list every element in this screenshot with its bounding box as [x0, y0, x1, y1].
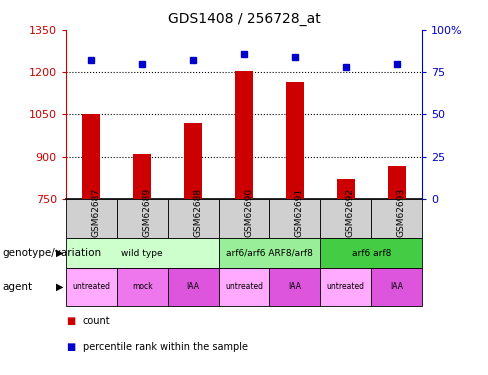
Bar	[184, 123, 202, 199]
Bar	[337, 179, 355, 199]
Text: mock: mock	[132, 282, 153, 291]
Text: GSM62690: GSM62690	[244, 188, 253, 237]
Text: ■: ■	[66, 342, 75, 352]
Text: percentile rank within the sample: percentile rank within the sample	[83, 342, 248, 352]
Text: arf6/arf6 ARF8/arf8: arf6/arf6 ARF8/arf8	[226, 249, 313, 258]
Text: wild type: wild type	[122, 249, 163, 258]
Text: ▶: ▶	[56, 282, 64, 292]
Text: agent: agent	[2, 282, 33, 292]
Bar	[286, 82, 304, 199]
Text: GSM62689: GSM62689	[142, 188, 151, 237]
Bar	[82, 114, 100, 199]
Text: arf6 arf8: arf6 arf8	[351, 249, 391, 258]
Text: ▶: ▶	[56, 248, 64, 258]
Bar	[133, 154, 151, 199]
Bar	[388, 166, 406, 199]
Text: IAA: IAA	[186, 282, 200, 291]
Text: genotype/variation: genotype/variation	[2, 248, 102, 258]
Text: GSM62691: GSM62691	[295, 188, 304, 237]
Text: untreated: untreated	[327, 282, 365, 291]
Text: ■: ■	[66, 316, 75, 326]
Text: untreated: untreated	[72, 282, 110, 291]
Text: count: count	[83, 316, 111, 326]
Text: IAA: IAA	[288, 282, 302, 291]
Text: GSM62687: GSM62687	[91, 188, 101, 237]
Text: IAA: IAA	[390, 282, 403, 291]
Text: GSM62693: GSM62693	[397, 188, 406, 237]
Bar	[235, 71, 253, 199]
Text: untreated: untreated	[225, 282, 263, 291]
Text: GSM62688: GSM62688	[193, 188, 202, 237]
Text: GSM62692: GSM62692	[346, 188, 355, 237]
Title: GDS1408 / 256728_at: GDS1408 / 256728_at	[167, 12, 321, 26]
